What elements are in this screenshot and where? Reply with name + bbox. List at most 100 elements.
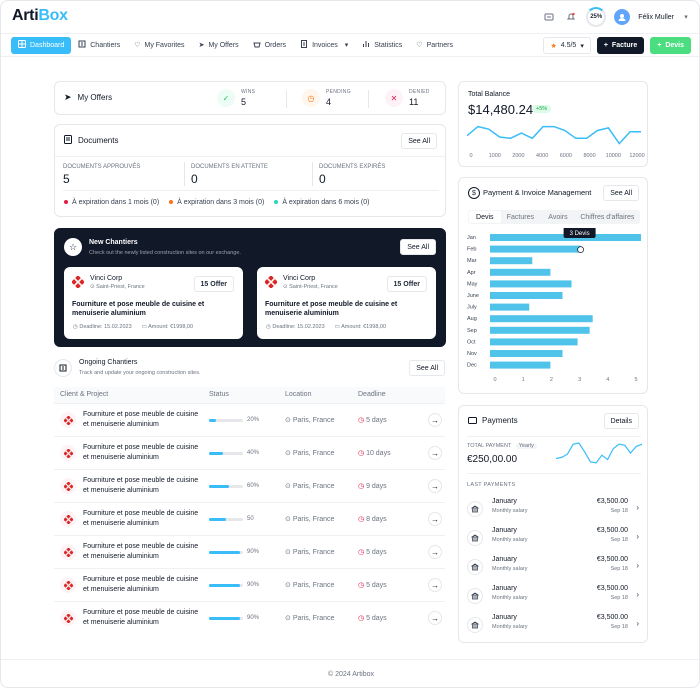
tab-devis[interactable]: Devis [469,211,501,223]
tab-factures[interactable]: Factures [506,213,534,221]
bar-aug[interactable] [490,315,593,323]
bar-dec[interactable] [490,361,551,369]
arrow-right-icon[interactable]: → [428,545,442,559]
company-location: Saint-Priest, France [289,284,338,290]
bar-apr[interactable] [490,268,551,276]
payment-item[interactable]: January Monthly salary €3,500.00 Sep 18 › [467,525,641,550]
chevron-right-icon[interactable]: › [636,503,639,512]
company-logo [60,412,76,428]
project-name: Fourniture et pose meuble de cuisine et … [83,411,199,428]
table-row[interactable]: Fourniture et pose meuble de cuisine et … [54,601,445,634]
tab-avoirs[interactable]: Avoirs [548,213,568,221]
table-header: Client & Project Status Location Deadlin… [54,387,445,403]
nav-invoices[interactable]: Invoices ▾ [293,37,355,54]
chevron-right-icon[interactable]: › [636,532,639,541]
table-row[interactable]: Fourniture et pose meuble de cuisine et … [54,535,445,568]
payment-item[interactable]: January Monthly salary €3,500.00 Sep 18 › [467,496,641,521]
chevron-down-icon[interactable]: ▾ [684,14,688,21]
timer-icon: ◷ [358,615,365,622]
timer-icon: ◷ [358,582,365,589]
nav-orders[interactable]: Orders [246,37,293,54]
project-deadline: ◷ 8 days [358,516,387,523]
bar-feb[interactable] [490,245,581,253]
offer-card[interactable]: Vinci Corp ⊙ Saint-Priest, France 15 Offe… [257,267,436,339]
arrow-right-icon[interactable]: → [428,611,442,625]
ongoing-see-all-button[interactable]: See All [409,360,445,376]
chevron-right-icon[interactable]: › [636,590,639,599]
arrow-right-icon[interactable]: → [428,479,442,493]
payment-item[interactable]: January Monthly salary €3,500.00 Sep 18 › [467,554,641,579]
bar-tooltip: 3 Devis [563,228,596,238]
nav-my-offers[interactable]: ➤ My Offers [198,41,239,50]
balance-x-tick: 8000 [583,153,596,159]
devis-button[interactable]: + Devis [650,37,691,54]
my-offers-title: My Offers [77,93,113,102]
table-row[interactable]: Fourniture et pose meuble de cuisine et … [54,502,445,535]
progress-value: 60% [247,483,260,489]
timer-icon: ◷ [358,549,365,556]
doc-approved: DOCUMENTS APPROUVÉS 5 [63,164,141,186]
project-deadline: ◷ 5 days [358,582,387,589]
nav-chantiers[interactable]: Chantiers [71,37,127,54]
bar-june[interactable] [490,292,563,299]
table-row[interactable]: Fourniture et pose meuble de cuisine et … [54,436,445,469]
rating-dropdown[interactable]: ★ 4.5/5 ▾ [543,37,591,54]
avatar[interactable] [614,9,631,25]
top-bar: ArtiBox 25% Félix Muller ▾ [1,1,699,31]
table-row[interactable]: Fourniture et pose meuble de cuisine et … [54,469,445,502]
payment-mgmt-see-all-button[interactable]: See All [603,185,639,201]
user-name[interactable]: Félix Muller [638,13,674,21]
bar-sep[interactable] [490,326,590,334]
arrow-right-icon[interactable]: → [428,446,442,460]
chevron-right-icon[interactable]: › [636,561,639,570]
table-row[interactable]: Fourniture et pose meuble de cuisine et … [54,403,445,436]
table-row[interactable]: Fourniture et pose meuble de cuisine et … [54,568,445,601]
devis-bar-chart: Jan Feb Mar Apr May June July Aug Sep Oct Nov Dec 0 1… [467,228,641,383]
facture-button[interactable]: + Facture [596,37,645,54]
payment-invoice-card: $ Payment & Invoice Management See All D… [458,177,648,394]
progress-bar [209,616,243,620]
nav-favorites[interactable]: ♡ My Favorites [134,41,185,50]
payments-details-button[interactable]: Details [603,413,639,429]
arrow-right-icon[interactable]: → [428,578,442,592]
payment-amount: €3,500.00 [596,614,628,621]
offer-deadline: Deadline: 15.02.2023 [79,324,132,330]
offer-amount: Amount: €1998,00 [341,324,387,330]
arrow-right-icon[interactable]: → [428,512,442,526]
category-label: May [467,281,478,287]
nav-dashboard[interactable]: Dashboard [11,36,72,54]
chevron-right-icon[interactable]: › [636,619,639,628]
bar-oct[interactable] [490,338,578,346]
timer-icon: ◷ [358,483,365,490]
basket-icon [253,40,261,50]
bell-icon[interactable] [564,10,578,24]
balance-amount: $14,480.24 [468,102,534,117]
brand-logo[interactable]: ArtiBox [12,7,68,24]
arrow-right-icon[interactable]: → [428,413,442,427]
progress-bar [209,418,243,422]
balance-x-tick: 0 [469,153,473,159]
period-badge[interactable]: Yearly [515,443,537,449]
documents-card: Documents See All DOCUMENTS APPROUVÉS 5 D… [54,124,446,217]
project-name: Fourniture et pose meuble de cuisine et … [83,543,199,560]
doc-pending: DOCUMENTS EN ATTENTE 0 [191,164,268,186]
offer-card[interactable]: Vinci Corp ⊙ Saint-Priest, France 15 Offe… [64,267,243,339]
project-location: ⊙ Paris, France [285,615,335,622]
bar-mar[interactable] [490,257,533,265]
payment-amount: €3,500.00 [596,585,628,592]
payment-item[interactable]: January Monthly salary €3,500.00 Sep 18 › [467,583,641,608]
bar-july[interactable] [490,303,530,311]
nav-statistics[interactable]: Statistics [355,37,409,54]
payment-item[interactable]: January Monthly salary €3,500.00 Sep 18 › [467,612,641,637]
documents-see-all-button[interactable]: See All [401,133,437,149]
refresh-icon[interactable] [542,10,556,24]
new-chantiers-see-all-button[interactable]: See All [400,239,436,255]
tab-chiffres[interactable]: Chiffres d'affaires [580,213,635,221]
bank-icon [467,587,483,604]
nav-partners[interactable]: ♡ Partners [416,41,454,50]
timer-icon: ◷ [358,516,365,523]
send-icon: ➤ [64,92,72,102]
payment-date: Sep 18 [610,508,628,514]
bar-may[interactable] [490,280,572,288]
bar-nov[interactable] [490,350,563,357]
